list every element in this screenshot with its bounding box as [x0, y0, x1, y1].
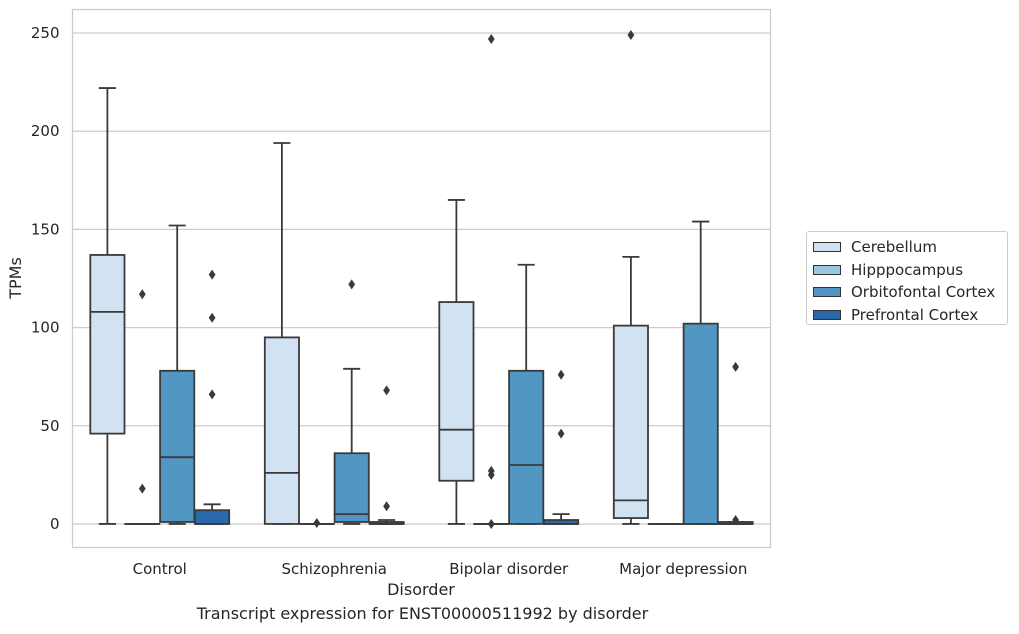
y-tick-label: 250 [31, 24, 60, 42]
box-group [438, 199, 475, 525]
legend-item-hippocampus: Hipppocampus [813, 259, 1001, 282]
outlier-point [627, 30, 635, 41]
outlier-point [557, 428, 565, 439]
box-body [508, 369, 545, 525]
legend-label-cerebellum: Cerebellum [851, 238, 937, 257]
outlier-point [208, 269, 216, 280]
chart-caption: Transcript expression for ENST0000051199… [196, 604, 649, 623]
x-tick-label: Schizophrenia [282, 560, 387, 578]
legend-item-orbitofrontal: Orbitofontal Cortex [813, 281, 1001, 304]
box-group [543, 369, 580, 525]
legend-item-prefrontal: Prefrontal Cortex [813, 304, 1001, 327]
outlier-point [732, 515, 739, 526]
outlier-point [383, 501, 390, 512]
outlier-point [732, 361, 739, 372]
y-tick-labels: 0 50 100 150 200 250 [31, 24, 60, 533]
outlier-point [313, 517, 321, 528]
x-tick-labels: Control Schizophrenia Bipolar disorder Majo… [133, 560, 748, 578]
legend-swatch-hippocampus [813, 264, 841, 275]
box-body [438, 301, 475, 482]
box-body [682, 322, 719, 525]
outlier-point [487, 33, 495, 44]
box-group [508, 263, 545, 525]
box-group [682, 220, 719, 525]
outlier-point [557, 369, 565, 380]
legend-swatch-orbitofrontal [813, 287, 841, 298]
legend: Cerebellum Hipppocampus Orbitofontal Cor… [806, 231, 1008, 325]
outlier-point [138, 289, 146, 300]
x-tick-label: Bipolar disorder [449, 560, 569, 578]
outlier-point [487, 469, 495, 480]
box-group [89, 87, 126, 525]
plot-frame [71, 8, 772, 549]
box-group [159, 224, 196, 525]
box-group [194, 269, 231, 525]
box-group [298, 517, 335, 528]
box-group [333, 279, 370, 525]
box-body [159, 369, 196, 523]
legend-label-hippocampus: Hipppocampus [851, 260, 964, 279]
legend-item-cerebellum: Cerebellum [813, 236, 1001, 259]
box-group [124, 289, 161, 525]
box-group [368, 385, 405, 525]
box-body [263, 336, 300, 525]
box-group [473, 33, 510, 529]
outlier-point [383, 385, 390, 396]
box-body [89, 254, 126, 435]
x-tick-label: Control [133, 560, 187, 578]
box-body [194, 509, 231, 525]
box-group [263, 142, 300, 525]
box-body [333, 452, 370, 523]
box-group [612, 30, 649, 525]
y-tick-label: 150 [31, 220, 60, 238]
outlier-point [348, 279, 356, 290]
y-tick-label: 200 [31, 122, 60, 140]
outlier-point [208, 389, 216, 400]
box-plots [89, 30, 754, 529]
y-tick-label: 50 [40, 417, 59, 435]
x-tick-label: Major depression [619, 560, 747, 578]
legend-label-orbitofrontal: Orbitofontal Cortex [851, 283, 996, 302]
legend-swatch-prefrontal [813, 309, 841, 320]
legend-label-prefrontal: Prefrontal Cortex [851, 305, 979, 324]
y-tick-label: 0 [50, 515, 60, 533]
outlier-point [487, 518, 495, 529]
outlier-point [138, 483, 146, 494]
y-axis-title: TPMs [6, 257, 25, 300]
x-axis-title: Disorder [387, 580, 455, 599]
box-group [717, 361, 754, 526]
box-body [612, 324, 649, 519]
legend-swatch-cerebellum [813, 242, 841, 253]
y-tick-label: 100 [31, 319, 60, 337]
outlier-point [208, 312, 216, 323]
